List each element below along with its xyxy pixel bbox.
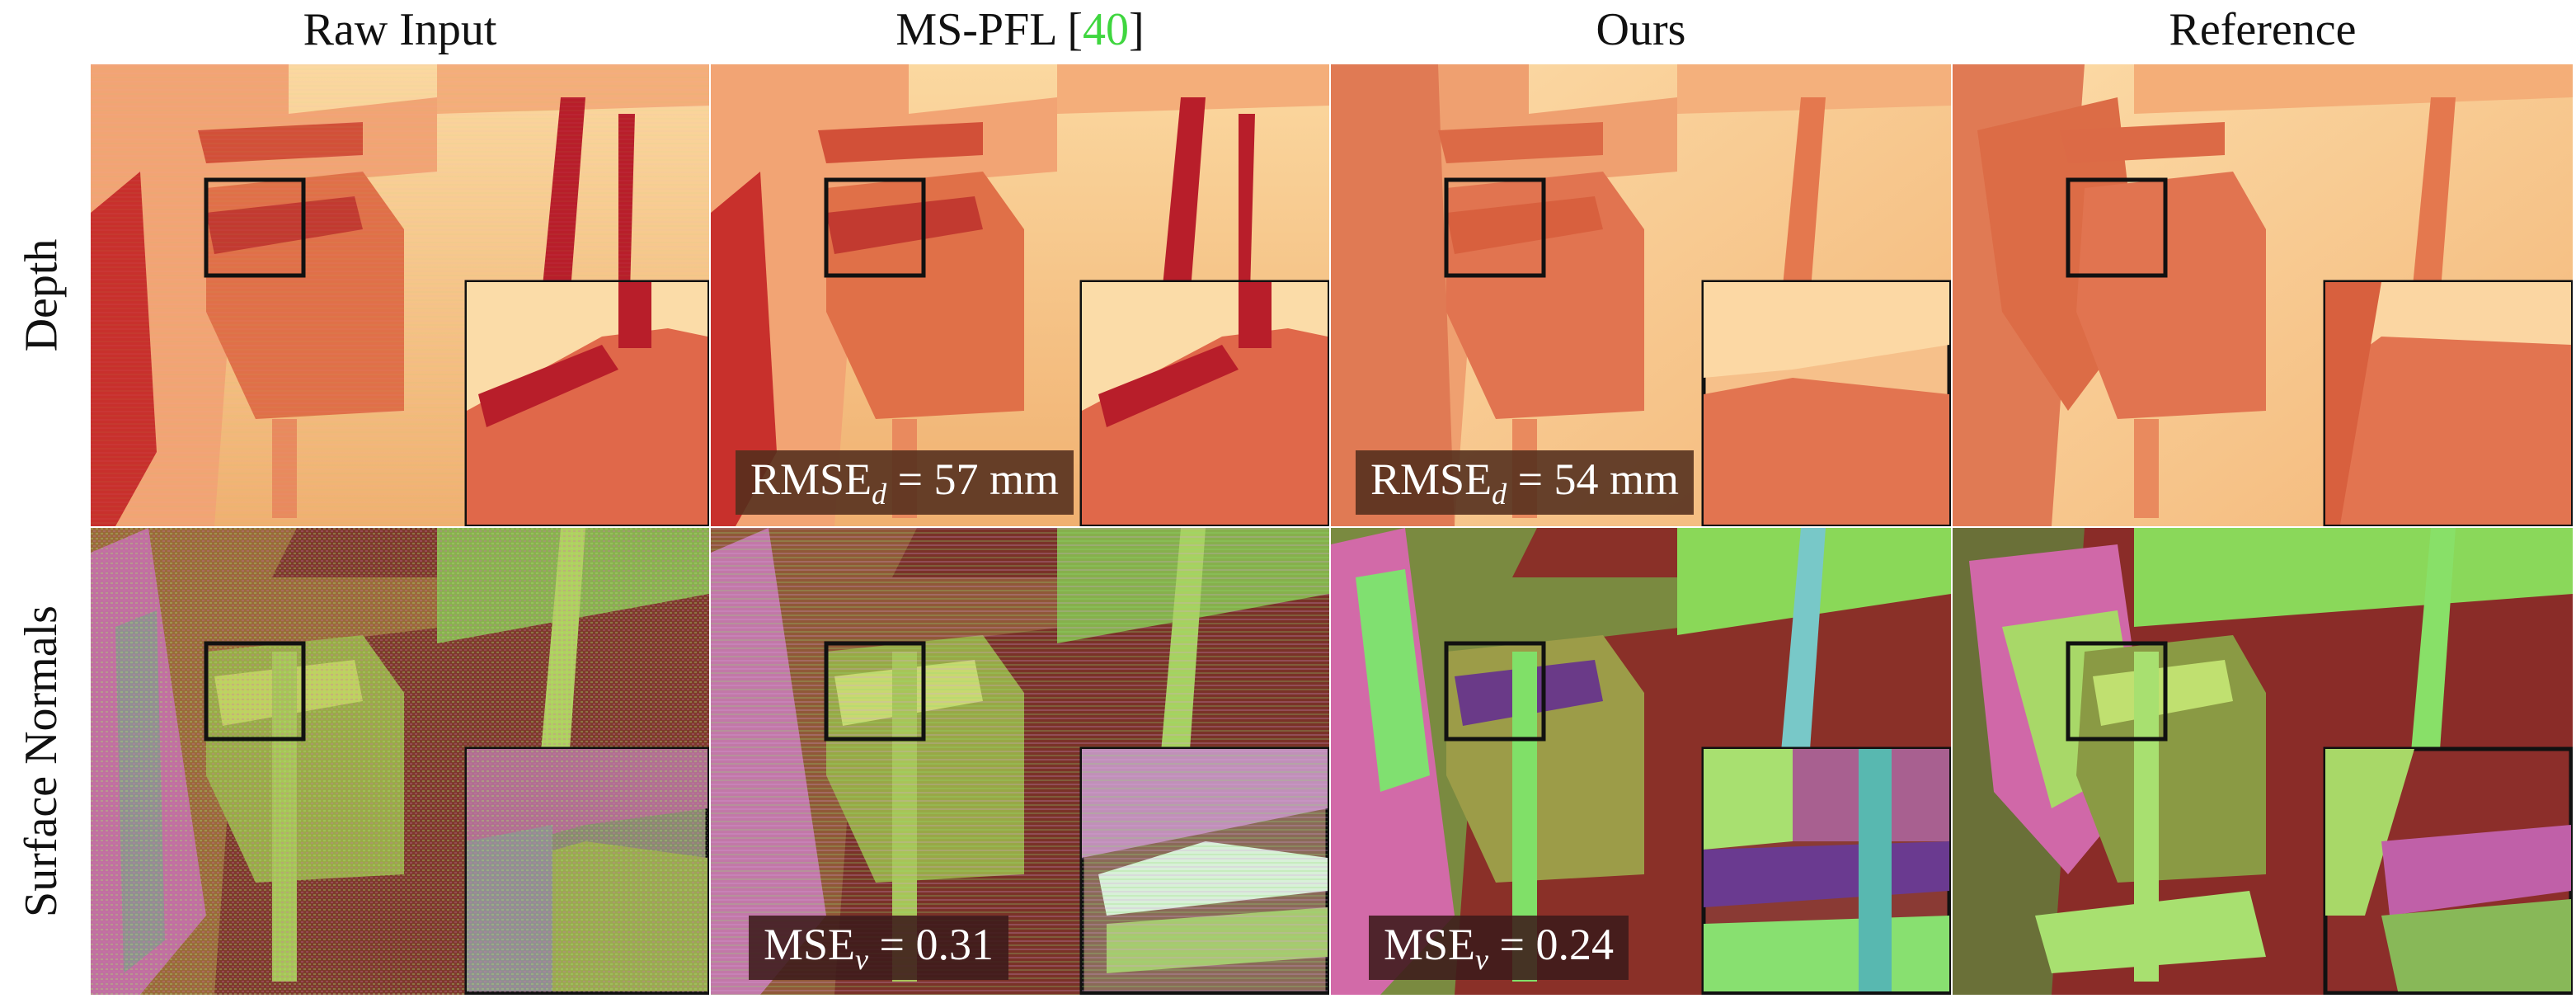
normals-reference-image xyxy=(1953,528,2573,995)
column-title-ms-pfl: MS-PFL [40] xyxy=(711,0,1329,59)
zoom-region-box xyxy=(824,641,926,742)
zoom-region-box xyxy=(1444,177,1546,278)
metric-subscript: d xyxy=(872,477,887,511)
column-title-ms-pfl-prefix: MS-PFL [ xyxy=(895,4,1083,55)
metric-subscript: v xyxy=(1475,942,1489,976)
zoom-region-box xyxy=(2066,177,2168,278)
depth-ours-image: RMSEd = 54 mm xyxy=(1331,64,1951,526)
depth-reference-image xyxy=(1953,64,2573,526)
metric-name: MSE xyxy=(764,920,856,969)
metric-subscript: d xyxy=(1492,477,1507,511)
row-label-depth: Depth xyxy=(16,238,68,352)
metric-value: = 0.31 xyxy=(868,920,994,969)
zoom-region-box xyxy=(1444,641,1546,742)
depth-raw-input-image xyxy=(91,64,709,526)
metric-name: RMSE xyxy=(750,454,872,504)
metric-name: RMSE xyxy=(1370,454,1492,504)
column-title-raw-input: Raw Input xyxy=(303,4,497,55)
zoom-region-box xyxy=(2066,641,2168,742)
metric-subscript: v xyxy=(855,942,869,976)
column-title-ms-pfl-suffix: ] xyxy=(1129,4,1145,55)
metric-name: MSE xyxy=(1384,920,1476,969)
depth-ms-pfl-image: RMSEd = 57 mm xyxy=(711,64,1329,526)
column-title-ours: Ours xyxy=(1596,4,1686,55)
depth-ms-pfl-metric: RMSEd = 57 mm xyxy=(736,450,1074,515)
normals-ms-pfl-image: MSEv = 0.31 xyxy=(711,528,1329,995)
normals-ours-image: MSEv = 0.24 xyxy=(1331,528,1951,995)
normals-ms-pfl-metric: MSEv = 0.31 xyxy=(749,916,1008,980)
normals-ours-metric: MSEv = 0.24 xyxy=(1369,916,1629,980)
metric-value: = 57 mm xyxy=(886,454,1060,504)
citation-link[interactable]: 40 xyxy=(1083,4,1129,55)
zoom-region-box xyxy=(204,177,306,278)
zoom-region-box xyxy=(204,641,306,742)
normals-raw-input-image xyxy=(91,528,709,995)
row-label-surface-normals: Surface Normals xyxy=(16,605,67,917)
metric-value: = 54 mm xyxy=(1507,454,1680,504)
column-title-reference: Reference xyxy=(2169,4,2357,55)
depth-ours-metric: RMSEd = 54 mm xyxy=(1356,450,1695,515)
metric-value: = 0.24 xyxy=(1488,920,1614,969)
zoom-region-box xyxy=(824,177,926,278)
